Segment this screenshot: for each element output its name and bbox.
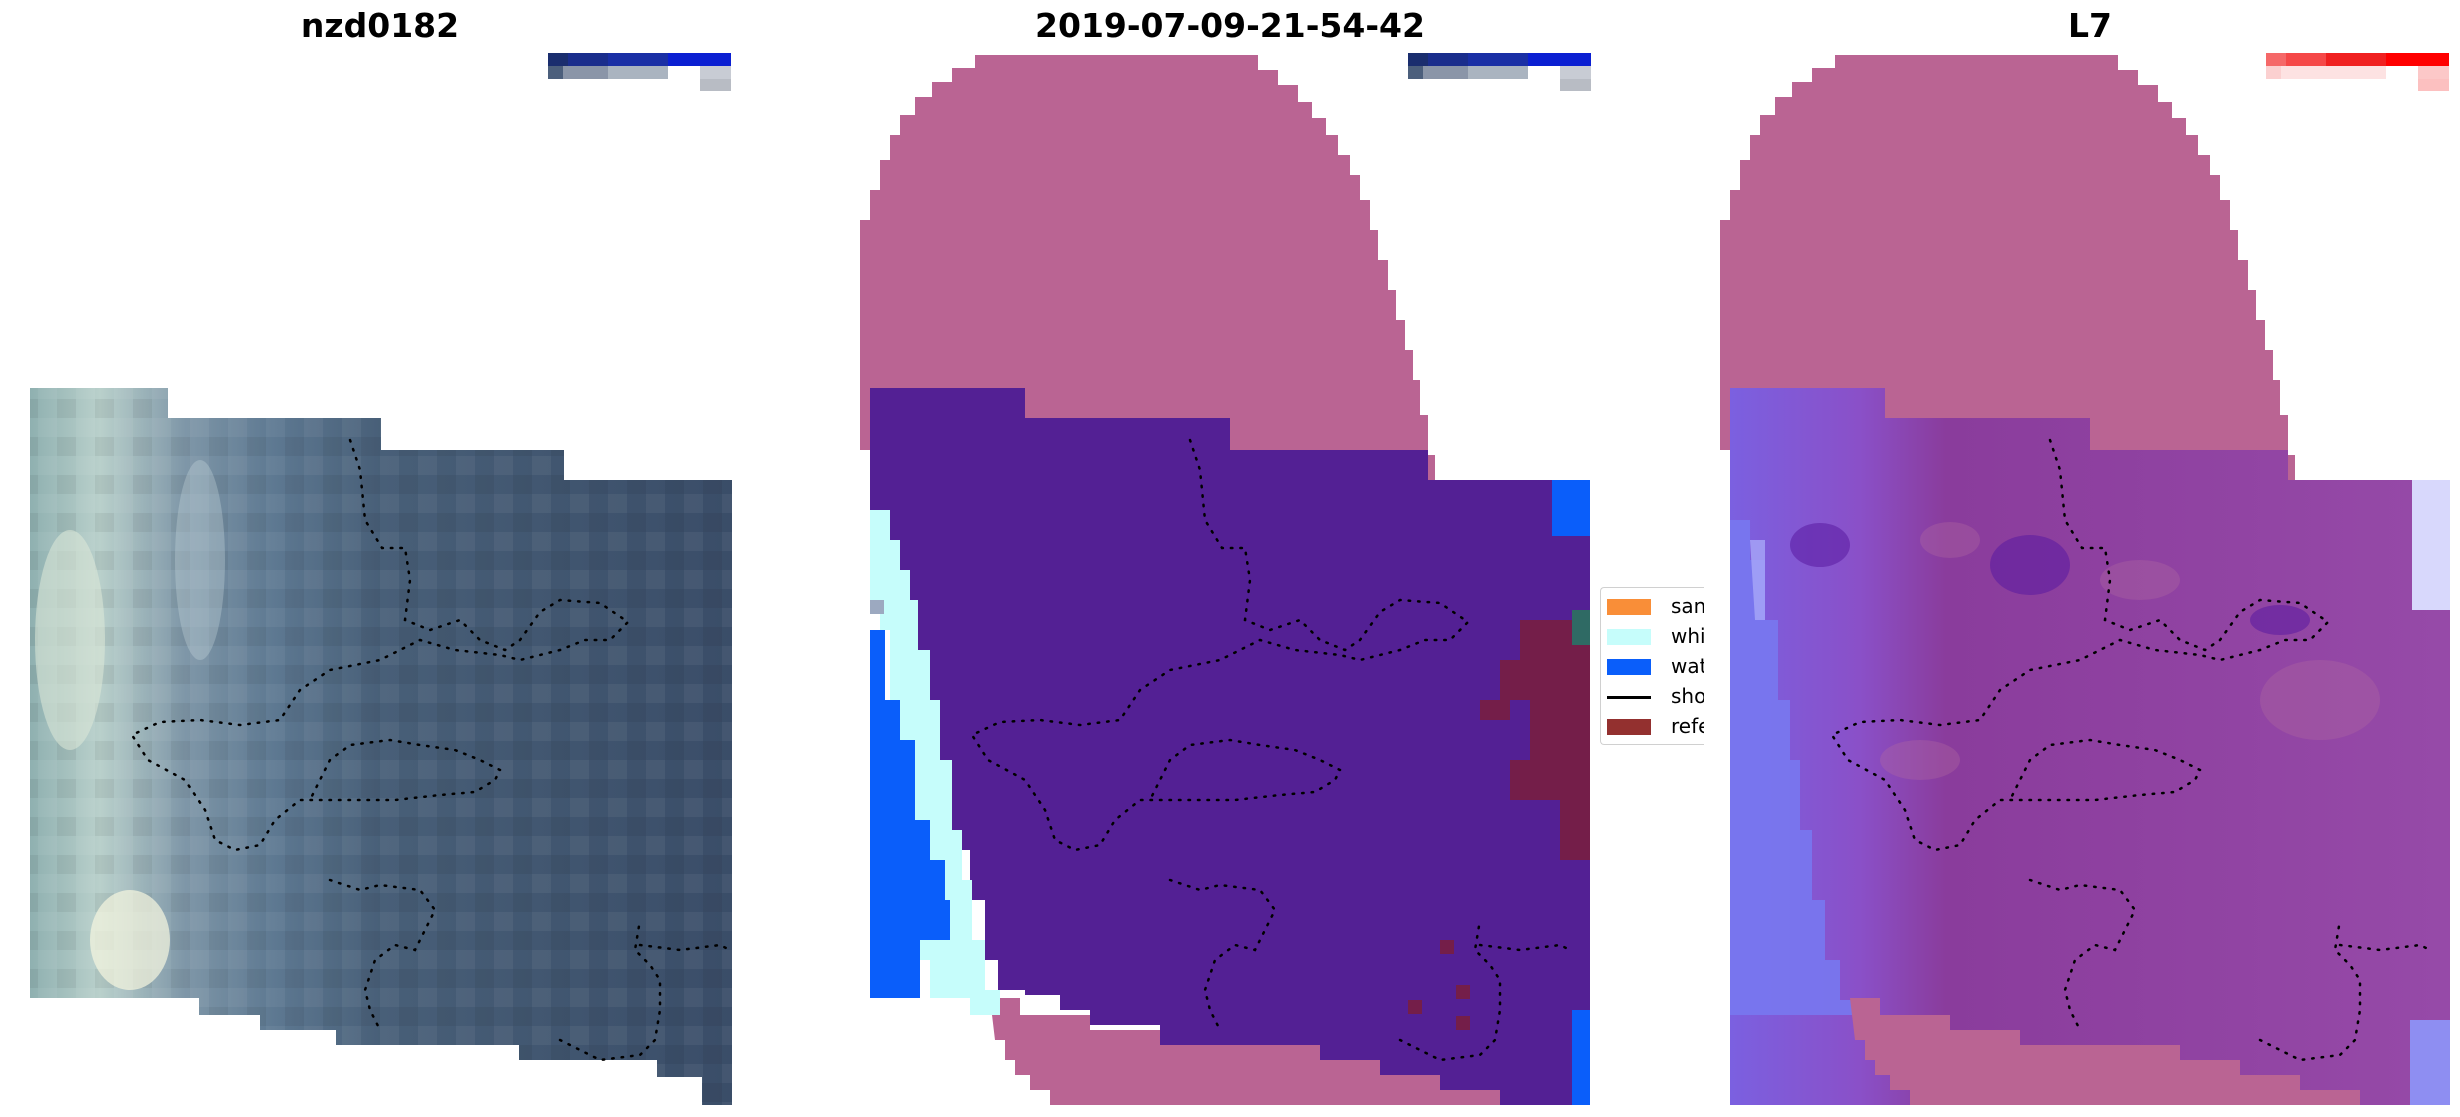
panel-classification: 2019-07-09-21-54-42 — [860, 0, 1600, 1117]
panel-title: L7 — [2068, 6, 2112, 45]
water-class — [1552, 480, 1590, 536]
classification-image — [860, 55, 1590, 1105]
legend-item-shoreline: shoreline — [1607, 684, 1704, 708]
reference-class — [1408, 620, 1590, 1030]
legend-label: whitewater — [1671, 624, 1704, 648]
legend-label: reference shoreline — [1671, 714, 1704, 738]
whitewater-class — [870, 510, 1000, 1015]
legend-label: water — [1671, 654, 1704, 678]
rgb-image — [30, 388, 732, 1105]
legend-item-sand: sand — [1607, 594, 1704, 618]
bright-patch — [175, 460, 225, 660]
legend-item-reference: reference shoreline — [1607, 714, 1704, 738]
water-class — [1572, 1010, 1590, 1105]
legend-item-water: water — [1607, 654, 1704, 678]
outside-mask-lower — [990, 998, 1500, 1105]
land-class — [870, 388, 1590, 1105]
legend-label: shoreline — [1671, 684, 1704, 708]
water-class — [870, 630, 950, 998]
legend-line — [1607, 696, 1651, 699]
legend: sand whitewater water shoreline referenc… — [1600, 587, 1704, 745]
legend-swatch — [1607, 629, 1651, 645]
outside-mask-region — [860, 55, 1435, 480]
shoreline-dots — [130, 438, 732, 1062]
panel-title: 2019-07-09-21-54-42 — [1035, 6, 1425, 45]
legend-swatch — [1607, 719, 1651, 735]
panel-title: nzd0182 — [300, 6, 460, 45]
scale-bar-red — [2266, 53, 2449, 91]
legend-swatch — [1607, 599, 1651, 615]
panel-mndwi: L7 — [1720, 0, 2460, 1117]
panel-rgb: nzd0182 — [0, 0, 760, 1117]
bright-patch — [35, 530, 105, 750]
bright-patch — [90, 890, 170, 990]
legend-label: sand — [1671, 594, 1704, 618]
scale-bar-blue — [548, 53, 1591, 91]
mndwi-image — [1720, 55, 2450, 1105]
legend-swatch — [1607, 659, 1651, 675]
legend-item-whitewater: whitewater — [1607, 624, 1704, 648]
